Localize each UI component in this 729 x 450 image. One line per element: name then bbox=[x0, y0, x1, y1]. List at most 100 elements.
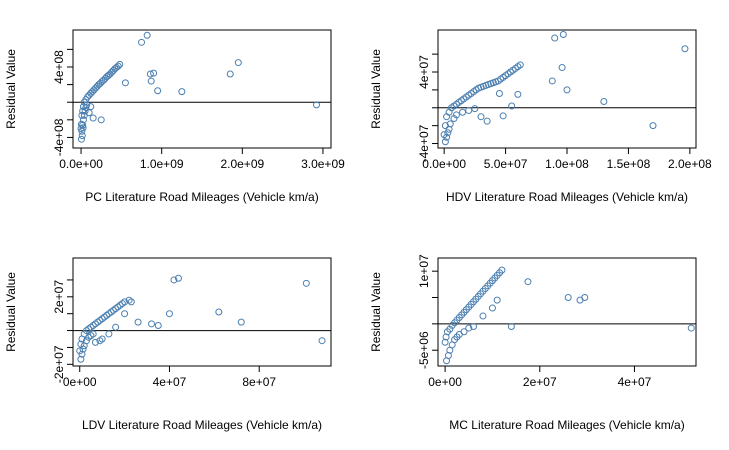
data-point bbox=[441, 122, 449, 130]
data-point bbox=[79, 116, 87, 124]
data-point bbox=[109, 306, 117, 314]
data-point bbox=[170, 276, 178, 284]
x-tick-label: 4e+07 bbox=[153, 375, 187, 389]
data-point bbox=[483, 117, 491, 125]
x-tick-label: 8e+07 bbox=[242, 375, 276, 389]
data-point bbox=[524, 278, 532, 286]
data-point bbox=[450, 115, 458, 122]
x-tick-label: 0.0e+00 bbox=[59, 157, 103, 171]
x-tick-label: 3.0e+09 bbox=[301, 157, 345, 171]
data-point bbox=[138, 38, 146, 46]
panel-mc: 0e+00 2e+07 4e+07 1e+07 -5e+06 MC Literature … bbox=[369, 254, 697, 432]
data-point bbox=[600, 98, 608, 106]
data-point bbox=[237, 318, 245, 326]
data-point bbox=[77, 120, 85, 128]
data-point bbox=[114, 62, 122, 70]
x-tick-label: 0e+00 bbox=[63, 375, 97, 389]
data-point bbox=[516, 61, 524, 69]
data-point bbox=[564, 294, 572, 302]
data-point bbox=[134, 318, 142, 326]
x-axis-title: HDV Literature Road Mileages (Vehicle km… bbox=[446, 190, 688, 204]
data-point bbox=[121, 298, 129, 306]
data-point bbox=[146, 70, 154, 78]
data-point bbox=[89, 330, 97, 338]
x-tick-label: 1.0e+08 bbox=[545, 157, 589, 171]
data-point bbox=[116, 301, 124, 309]
plot-frame bbox=[437, 29, 697, 149]
data-point bbox=[78, 132, 86, 140]
data-point bbox=[470, 322, 478, 330]
y-tick-label: 4e+07 bbox=[417, 55, 431, 89]
data-point bbox=[154, 87, 162, 95]
data-point bbox=[508, 102, 516, 110]
data-point bbox=[103, 311, 111, 319]
data-point bbox=[514, 90, 522, 98]
data-point bbox=[226, 70, 234, 78]
y-tick-label: 4e+08 bbox=[52, 50, 66, 84]
data-point bbox=[446, 120, 454, 128]
data-point bbox=[77, 355, 85, 363]
x-tick-label: 0e+00 bbox=[428, 375, 462, 389]
x-tick-label: 1.0e+09 bbox=[140, 157, 184, 171]
data-point bbox=[87, 323, 95, 331]
data-point bbox=[94, 318, 102, 326]
y-axis-title: Residual Value bbox=[369, 272, 383, 352]
data-point bbox=[105, 330, 113, 338]
data-point bbox=[459, 108, 467, 116]
data-point bbox=[85, 333, 93, 341]
data-point bbox=[165, 310, 173, 318]
data-point bbox=[96, 316, 104, 324]
data-point bbox=[114, 303, 122, 311]
data-point bbox=[92, 84, 100, 92]
data-point bbox=[318, 337, 326, 345]
x-axis-title: MC Literature Road Mileages (Vehicle km/… bbox=[449, 418, 684, 432]
data-point bbox=[215, 308, 223, 316]
x-tick-label: 1.5e+08 bbox=[607, 157, 651, 171]
data-point bbox=[77, 135, 85, 143]
data-point bbox=[143, 31, 151, 39]
data-point bbox=[444, 129, 452, 137]
data-point bbox=[446, 325, 454, 333]
data-point bbox=[443, 133, 451, 141]
data-point bbox=[488, 304, 496, 312]
x-tick-label: 2.0e+08 bbox=[668, 157, 712, 171]
data-point bbox=[112, 305, 120, 313]
data-point bbox=[89, 114, 97, 122]
panel-hdv: 0.0e+00 5.0e+07 1.0e+08 1.5e+08 2.0e+08 4e+07… bbox=[369, 29, 712, 204]
data-point bbox=[100, 313, 108, 321]
y-axis-title: Residual Value bbox=[4, 272, 18, 352]
x-tick-label: 4e+07 bbox=[618, 375, 652, 389]
data-point bbox=[681, 45, 689, 53]
data-point bbox=[465, 324, 473, 332]
data-point bbox=[148, 320, 156, 328]
data-point bbox=[127, 298, 135, 306]
x-tick-label: 2e+07 bbox=[523, 375, 557, 389]
data-point bbox=[479, 312, 487, 320]
y-tick-label: -4e+08 bbox=[52, 118, 66, 156]
data-point bbox=[88, 88, 96, 96]
x-tick-label: 0.0e+00 bbox=[422, 157, 466, 171]
data-point bbox=[477, 113, 485, 121]
data-point bbox=[85, 325, 93, 333]
data-point bbox=[87, 332, 95, 340]
data-point bbox=[507, 322, 515, 330]
data-point bbox=[83, 101, 91, 109]
data-point bbox=[98, 315, 106, 323]
data-point bbox=[79, 121, 87, 129]
data-point bbox=[563, 86, 571, 94]
data-point bbox=[441, 338, 449, 346]
data-point bbox=[687, 324, 695, 332]
data-point bbox=[558, 64, 566, 72]
data-point bbox=[121, 310, 129, 318]
data-point bbox=[118, 300, 126, 308]
data-point bbox=[121, 79, 129, 87]
data-point bbox=[150, 69, 158, 77]
data-point bbox=[97, 116, 105, 124]
data-point bbox=[465, 106, 473, 114]
data-point bbox=[559, 30, 567, 38]
plot-frame bbox=[437, 257, 697, 367]
x-axis-title: PC Literature Road Mileages (Vehicle km/… bbox=[85, 190, 318, 204]
data-point bbox=[452, 111, 460, 119]
data-point bbox=[154, 322, 162, 329]
x-axis-title: LDV Literature Road Mileages (Vehicle km… bbox=[82, 418, 322, 432]
